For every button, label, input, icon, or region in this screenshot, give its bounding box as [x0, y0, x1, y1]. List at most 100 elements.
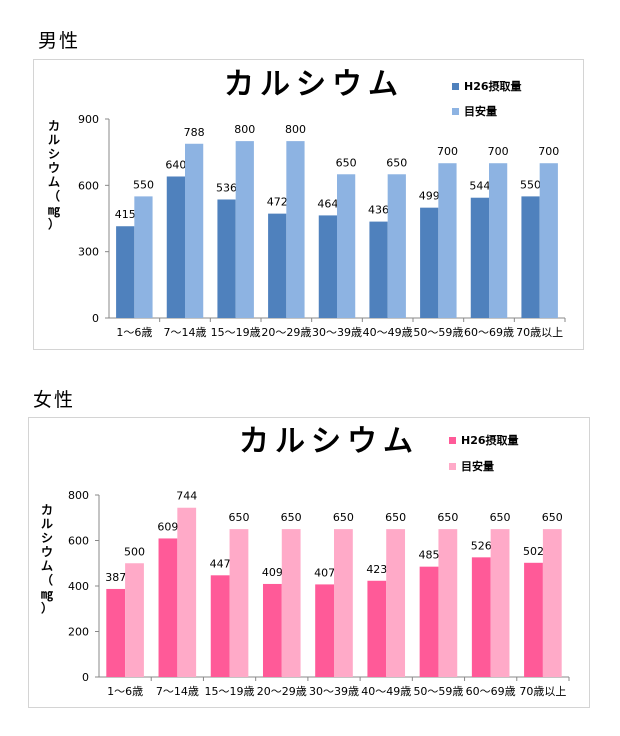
- y-tick-label: 0: [92, 312, 99, 325]
- data-label: 650: [333, 511, 354, 524]
- data-label: 436: [368, 204, 389, 217]
- section-title-female: 女性: [33, 389, 76, 411]
- x-tick-label: 1～6歳: [107, 685, 143, 698]
- y-axis-label: ム: [41, 559, 53, 573]
- chart-male: カルシウム H26摂取量 目安量カルシウム（㎎） 0 300 600 900 1～6歳 415 5…: [33, 59, 584, 350]
- section-title-male: 男性: [38, 30, 81, 52]
- bar: [539, 163, 558, 318]
- y-axis-label: シ: [48, 147, 60, 161]
- y-tick-label: 300: [78, 246, 99, 259]
- bar: [217, 199, 236, 318]
- data-label: 650: [542, 511, 563, 524]
- y-tick-label: 600: [78, 179, 99, 192]
- data-label: 550: [520, 178, 541, 191]
- x-tick-label: 40～49歳: [363, 326, 413, 339]
- bar: [106, 588, 126, 677]
- y-tick-label: 400: [68, 580, 89, 593]
- data-label: 650: [490, 511, 511, 524]
- data-label: 650: [385, 511, 406, 524]
- bar-chart-female: カルシウム H26摂取量目安量カルシウム（㎎）02004006008001～6歳3…: [41, 424, 570, 698]
- data-label: 447: [210, 557, 231, 570]
- bar: [524, 562, 543, 677]
- data-label: 485: [419, 549, 440, 562]
- data-label: 744: [176, 490, 197, 503]
- bar: [125, 563, 144, 677]
- y-axis-label: カ: [48, 119, 60, 133]
- data-label: 650: [336, 156, 357, 169]
- data-label: 640: [165, 158, 186, 171]
- bar-chart-male: カルシウム H26摂取量目安量カルシウム（㎎）03006009001～6歳4155…: [48, 67, 566, 339]
- y-axis-label: ウ: [48, 161, 60, 175]
- data-label: 700: [437, 145, 458, 158]
- bar: [470, 197, 489, 318]
- x-tick-label: 30～39歳: [312, 326, 362, 339]
- y-tick-label: 800: [68, 489, 89, 502]
- x-tick-label: 20～29歳: [261, 326, 311, 339]
- bar: [166, 176, 185, 318]
- y-axis-label: ル: [41, 517, 53, 531]
- y-axis-label: ウ: [41, 545, 53, 559]
- legend-label: H26摂取量: [461, 433, 519, 447]
- bar: [158, 538, 178, 677]
- y-tick-label: 0: [82, 671, 89, 684]
- bar: [337, 174, 356, 318]
- bar: [281, 529, 301, 677]
- x-tick-label: 7～14歳: [156, 685, 199, 698]
- y-tick-label: 900: [78, 113, 99, 126]
- bar: [489, 163, 508, 318]
- bar: [334, 529, 353, 677]
- bar: [185, 143, 204, 318]
- y-tick-label: 200: [68, 626, 89, 639]
- data-label: 788: [184, 126, 205, 139]
- chart-title: カルシウム: [239, 424, 419, 459]
- bar: [268, 213, 287, 318]
- data-label: 536: [216, 181, 237, 194]
- x-tick-label: 60～69歳: [464, 326, 514, 339]
- y-axis-label: シ: [41, 531, 53, 545]
- bar: [134, 196, 153, 318]
- data-label: 650: [386, 156, 407, 169]
- bar: [210, 575, 230, 677]
- bar: [367, 580, 387, 677]
- y-tick-label: 600: [68, 535, 89, 548]
- bar: [286, 141, 305, 318]
- data-label: 423: [366, 563, 387, 576]
- y-axis-label: ㎎: [48, 203, 60, 218]
- data-label: 650: [437, 511, 458, 524]
- x-tick-label: 7～14歳: [164, 326, 207, 339]
- data-label: 544: [469, 180, 490, 193]
- legend-label: H26摂取量: [464, 79, 522, 93]
- bar: [315, 584, 334, 677]
- data-label: 800: [234, 123, 255, 136]
- bar: [471, 557, 491, 677]
- chart-female: カルシウム H26摂取量 目安量カルシウム（㎎） 0 200 400 600 800 1～6歳 3…: [28, 417, 590, 708]
- data-label: 387: [105, 571, 126, 584]
- x-tick-label: 70歳以上: [516, 326, 563, 339]
- y-axis-label: ㎎: [41, 587, 53, 602]
- bar: [542, 529, 562, 677]
- x-tick-label: 60～69歳: [466, 685, 516, 698]
- legend-swatch: [449, 437, 456, 444]
- bar: [369, 221, 388, 318]
- bar: [229, 529, 249, 677]
- legend-label: 目安量: [461, 459, 494, 473]
- x-tick-label: 1～6歳: [116, 326, 152, 339]
- data-label: 700: [538, 145, 559, 158]
- bar: [490, 529, 510, 677]
- data-label: 550: [133, 178, 154, 191]
- y-axis-label: ム: [48, 175, 60, 189]
- data-label: 415: [115, 208, 136, 221]
- legend-swatch: [452, 83, 459, 90]
- bar: [438, 529, 458, 677]
- data-label: 500: [124, 545, 145, 558]
- data-label: 526: [471, 539, 492, 552]
- bar: [318, 215, 337, 318]
- bar: [177, 507, 197, 677]
- legend-swatch: [449, 463, 456, 470]
- bar: [419, 566, 439, 677]
- data-label: 609: [157, 520, 178, 533]
- x-tick-label: 20～29歳: [257, 685, 307, 698]
- data-label: 650: [281, 511, 302, 524]
- chart-title: カルシウム: [224, 67, 404, 102]
- data-label: 700: [488, 145, 509, 158]
